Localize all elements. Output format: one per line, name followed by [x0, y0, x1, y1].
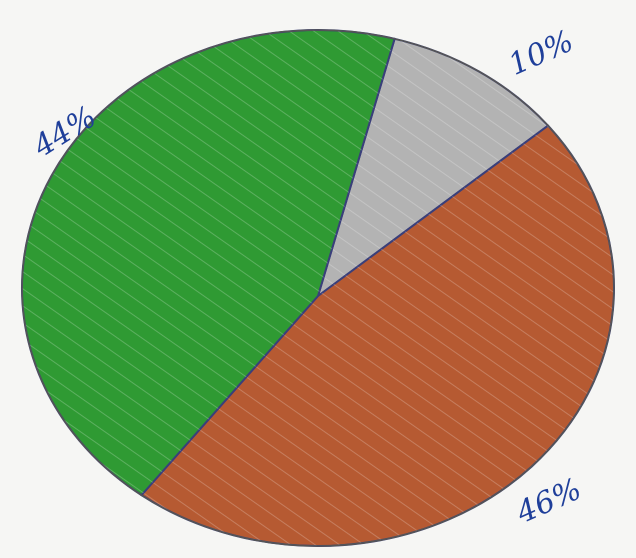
slices-layer	[21, 29, 615, 547]
pie-slice-texture	[141, 125, 615, 547]
slice-label-10pct: 10%	[504, 24, 579, 83]
slice-label-46pct: 46%	[511, 472, 587, 532]
pie-outline	[21, 29, 615, 547]
pie-slice-texture	[22, 29, 395, 496]
